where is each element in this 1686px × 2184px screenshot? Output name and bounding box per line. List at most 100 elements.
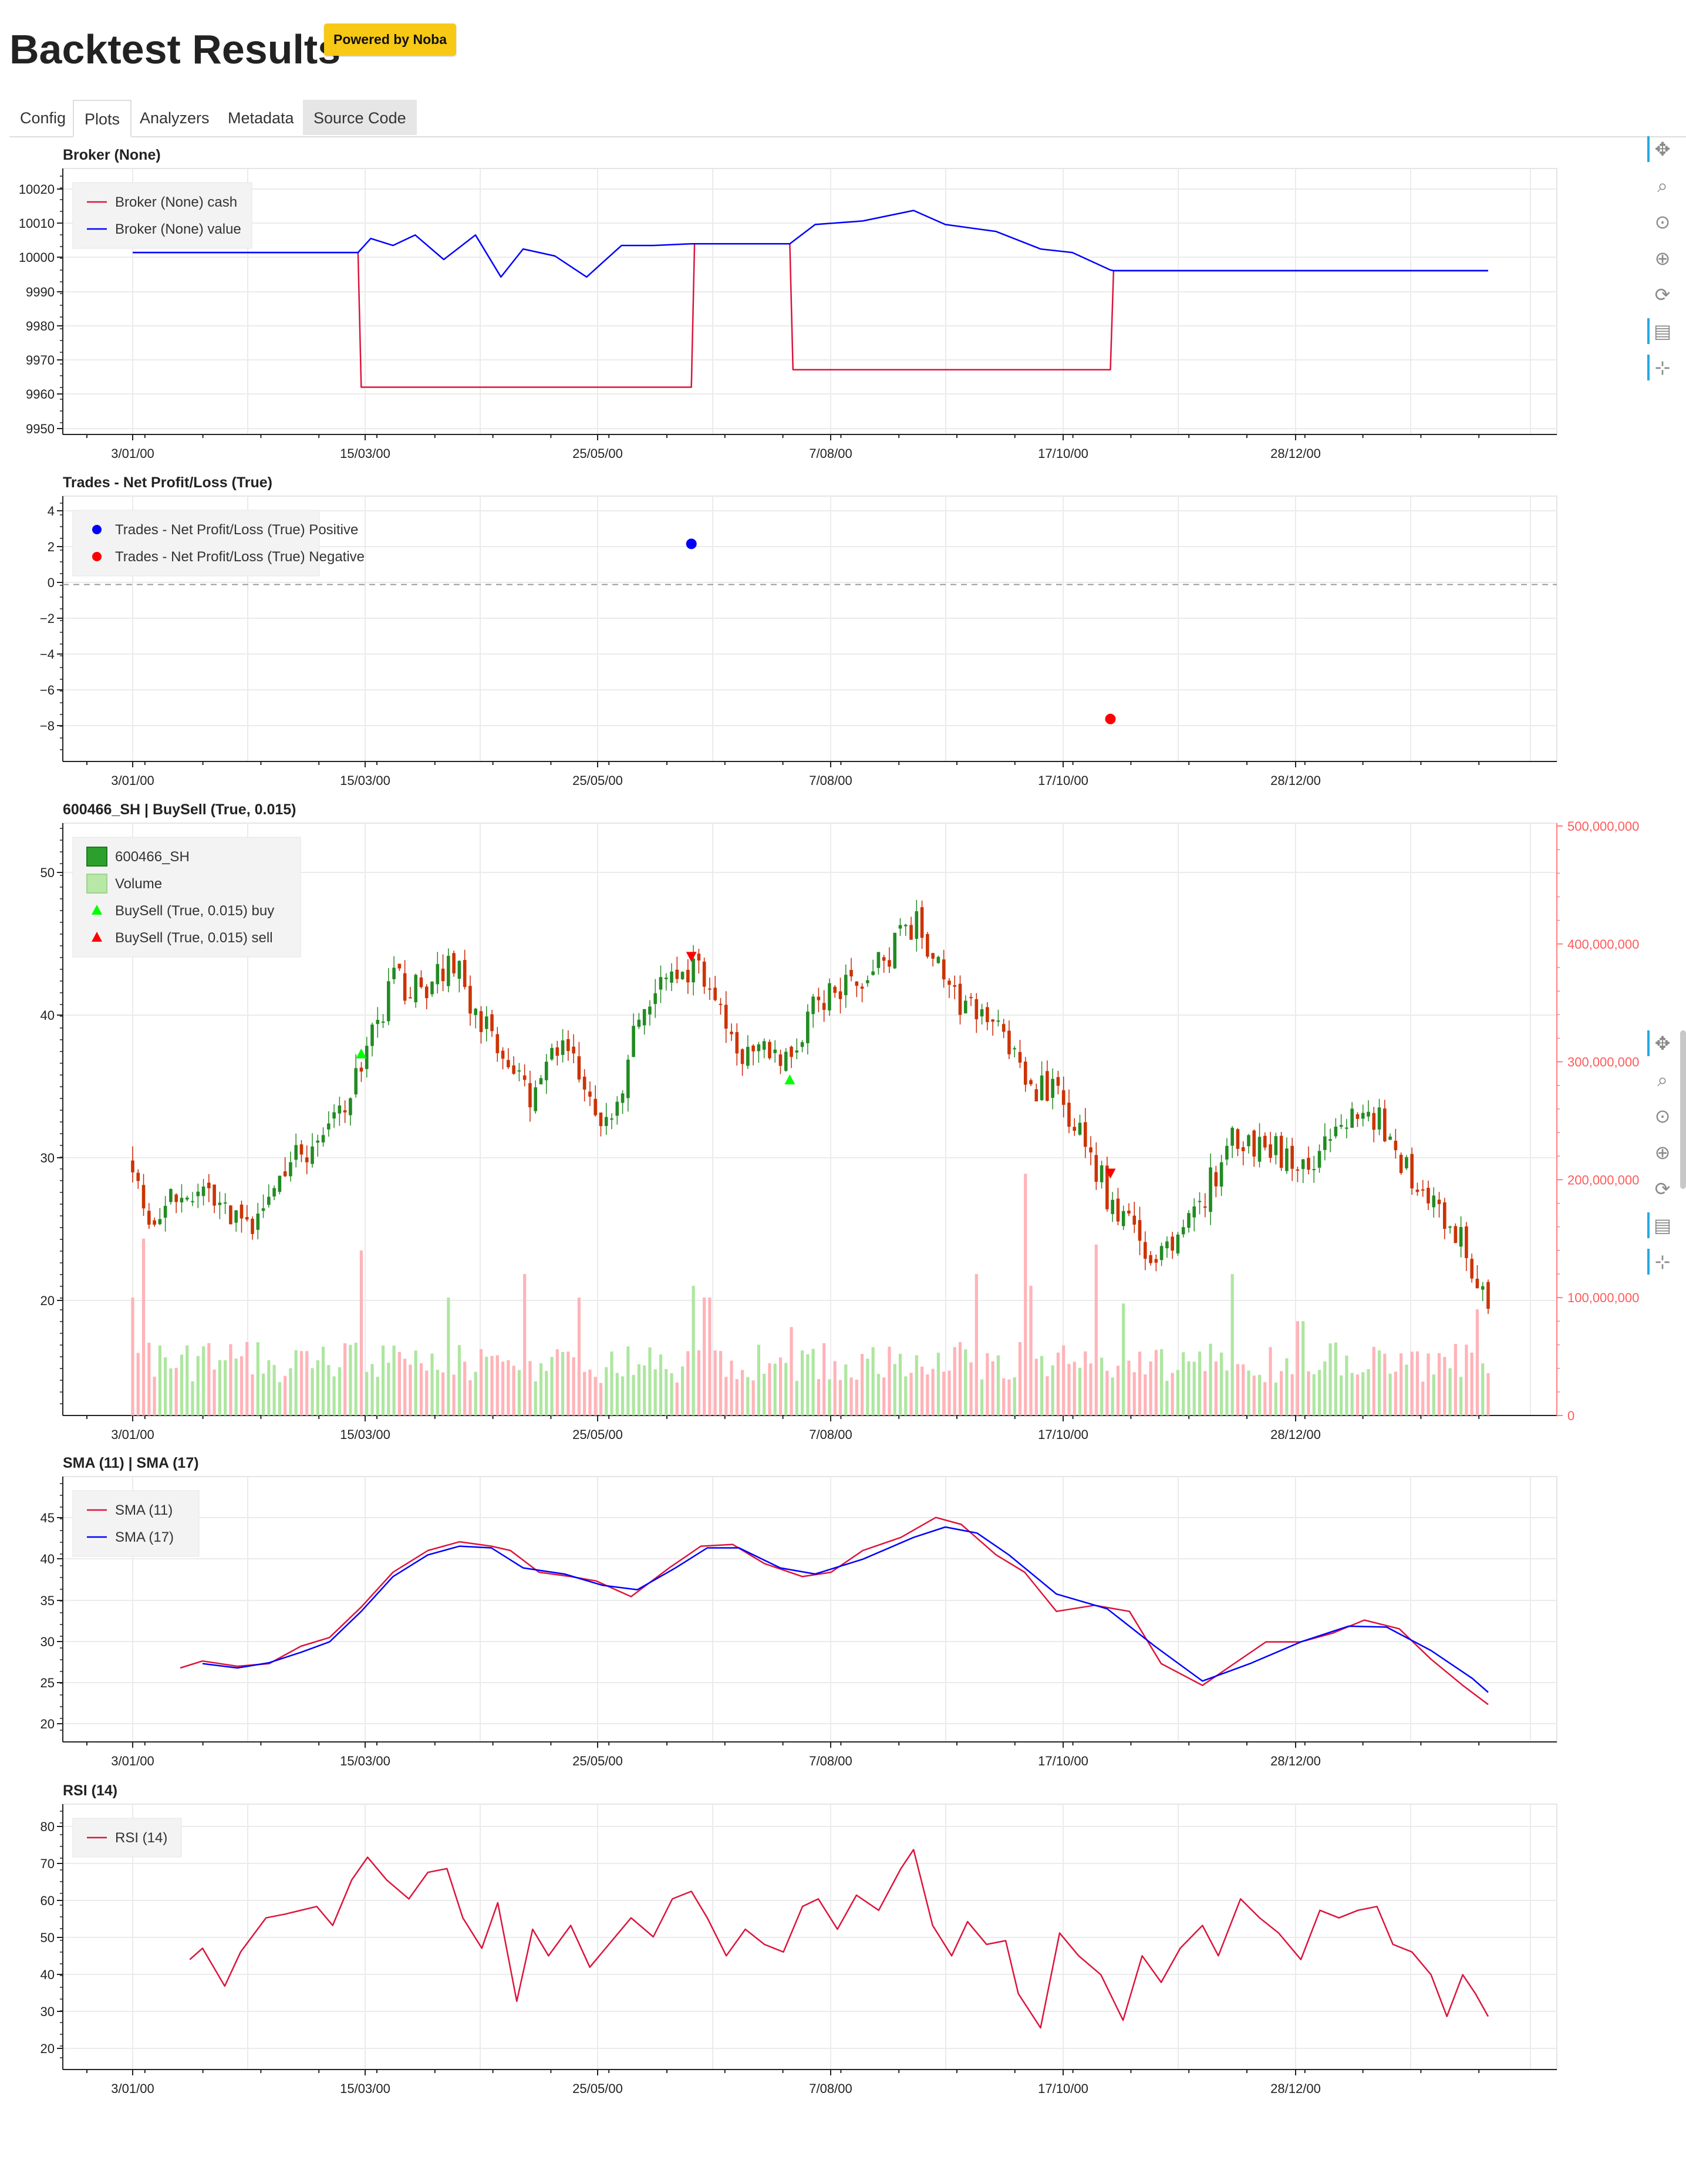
tab-source-code[interactable]: Source Code	[303, 100, 417, 135]
candle-body	[762, 1041, 766, 1050]
box-zoom-icon[interactable]: ⌕	[1657, 1069, 1668, 1090]
volume-bar	[224, 1360, 227, 1415]
x-tick-label: 28/12/00	[1270, 773, 1321, 788]
x-tick-label: 7/08/00	[809, 446, 852, 461]
reset-icon[interactable]: ⟳	[1654, 284, 1671, 305]
volume-bar	[517, 1370, 521, 1415]
y-tick-label: 9990	[26, 285, 55, 299]
x-tick-label: 28/12/00	[1270, 1427, 1321, 1442]
candle-body	[522, 1075, 527, 1080]
candle-body	[849, 970, 853, 977]
candle-body	[991, 1019, 994, 1022]
volume-bar	[349, 1344, 352, 1415]
y-tick-label: 50	[41, 1930, 55, 1945]
volume-bar	[1328, 1343, 1332, 1415]
trade-point	[1105, 713, 1116, 724]
candle-body	[1013, 1048, 1017, 1050]
candle-body	[833, 986, 837, 993]
tab-metadata[interactable]: Metadata	[228, 109, 294, 127]
hover-icon[interactable]: ▤	[1647, 318, 1675, 344]
pan-icon[interactable]: ✥	[1647, 1030, 1675, 1056]
y-tick-label: 40	[41, 1552, 55, 1566]
volume-bar	[1171, 1373, 1174, 1415]
candle-body	[501, 1050, 505, 1059]
wheel-zoom-icon[interactable]: ⊙	[1654, 1106, 1671, 1127]
volume-bar	[1285, 1358, 1289, 1415]
tab-plots[interactable]: Plots	[73, 100, 132, 137]
candle-body	[495, 1034, 500, 1053]
candle-body	[397, 963, 402, 969]
candle-body	[1029, 1080, 1033, 1084]
volume-bar	[1100, 1357, 1104, 1415]
candle-body	[615, 1101, 619, 1116]
candle-body	[1465, 1226, 1468, 1258]
candle-body	[1339, 1125, 1343, 1127]
candle-body	[267, 1197, 271, 1205]
volume-bar	[1192, 1361, 1196, 1415]
volume-bar	[626, 1346, 630, 1415]
volume-bar	[800, 1350, 804, 1415]
volume-bar	[1105, 1370, 1109, 1415]
hover-icon[interactable]: ▤	[1647, 1212, 1675, 1238]
x-tick-label: 7/08/00	[809, 2081, 852, 2096]
legend-swatch	[92, 905, 102, 915]
candle-body	[778, 1054, 783, 1066]
tab-config[interactable]: Config	[20, 109, 66, 127]
volume-bar	[740, 1370, 744, 1415]
candle-body	[1171, 1236, 1174, 1251]
candle-body	[1350, 1108, 1354, 1128]
wheel-zoom-icon[interactable]: ⊙	[1654, 211, 1671, 232]
volume-bar	[768, 1363, 771, 1415]
candle-body	[283, 1171, 287, 1177]
crosshair-icon[interactable]: ⊹	[1647, 1249, 1675, 1275]
tab-analyzers[interactable]: Analyzers	[140, 109, 210, 127]
candle-body	[572, 1046, 575, 1054]
volume-bar	[261, 1373, 265, 1415]
candle-body	[1051, 1078, 1054, 1098]
candle-body	[1432, 1195, 1436, 1208]
candle-body	[980, 1009, 984, 1017]
volume-bar	[1274, 1382, 1277, 1415]
candle-body	[963, 1000, 967, 1014]
x-wheel-zoom-icon[interactable]: ⊕	[1654, 1142, 1671, 1163]
x-tick-label: 3/01/00	[111, 1754, 154, 1768]
candle-body	[153, 1220, 156, 1225]
x-wheel-zoom-icon[interactable]: ⊕	[1654, 248, 1671, 269]
series-line	[202, 1526, 1489, 1693]
candle-body	[876, 952, 881, 968]
candle-body	[953, 985, 957, 987]
box-zoom-icon[interactable]: ⌕	[1657, 175, 1668, 196]
pan-icon[interactable]: ✥	[1647, 136, 1675, 162]
candle-body	[261, 1208, 265, 1211]
x-tick-label: 17/10/00	[1038, 773, 1088, 788]
candle-body	[692, 958, 695, 983]
candle-body	[588, 1091, 592, 1097]
volume-bar	[632, 1374, 635, 1415]
sell-marker	[1105, 1168, 1116, 1179]
candle-body	[1257, 1137, 1262, 1162]
volume-bar	[1203, 1371, 1207, 1415]
volume-bar	[507, 1360, 510, 1415]
candle-body	[370, 1024, 374, 1046]
powered-by-badge[interactable]: Powered by Noba	[324, 23, 456, 56]
candle-body	[1427, 1188, 1430, 1204]
candle-body	[1046, 1071, 1049, 1101]
reset-icon[interactable]: ⟳	[1654, 1178, 1671, 1199]
candle-body	[561, 1040, 565, 1055]
candle-body	[354, 1068, 358, 1095]
candle-body	[544, 1061, 548, 1081]
candle-body	[218, 1202, 222, 1205]
volume-bar	[397, 1351, 401, 1415]
candle-body	[305, 1157, 309, 1162]
y-tick-label: 20	[41, 2041, 55, 2056]
candle-body	[942, 959, 946, 980]
crosshair-icon[interactable]: ⊹	[1647, 355, 1675, 380]
volume-bar	[871, 1347, 875, 1415]
legend-swatch	[92, 932, 102, 942]
chart-title: SMA (11) | SMA (17)	[63, 1455, 199, 1471]
volume-bar	[577, 1297, 581, 1415]
y-tick-label: 30	[41, 2004, 55, 2019]
volume-bar	[299, 1351, 304, 1415]
volume-bar	[441, 1372, 445, 1415]
scrollbar-thumb[interactable]	[1680, 1030, 1686, 1189]
